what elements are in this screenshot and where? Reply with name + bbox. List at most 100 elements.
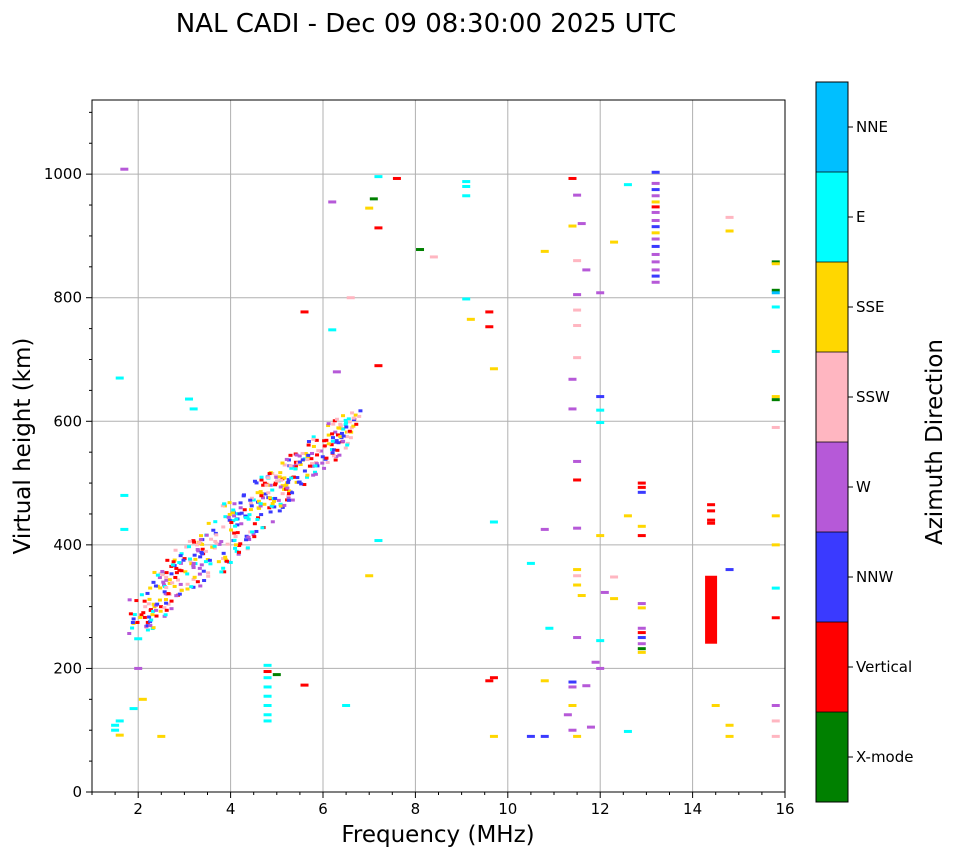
echo-band-mark xyxy=(232,502,237,506)
echo-band-mark xyxy=(306,440,311,444)
echo-band-mark xyxy=(154,614,159,618)
echo-point xyxy=(369,197,378,201)
echo-band-mark xyxy=(284,457,289,461)
echo-band-mark xyxy=(302,469,307,473)
echo-band-mark xyxy=(145,628,150,632)
echo-point xyxy=(725,568,734,572)
x-tick-label: 4 xyxy=(226,800,236,818)
echo-band-mark xyxy=(233,543,238,547)
echo-point xyxy=(623,514,632,518)
y-tick-label: 1000 xyxy=(44,165,82,183)
echo-band-mark xyxy=(346,417,351,421)
echo-band-mark xyxy=(147,597,152,601)
echo-band-mark xyxy=(331,422,336,426)
echo-band-mark xyxy=(246,517,251,521)
echo-band-mark xyxy=(172,584,177,588)
echo-band-mark xyxy=(158,586,163,590)
echo-point xyxy=(573,293,582,297)
echo-band-mark xyxy=(274,475,279,479)
echo-band-mark xyxy=(232,538,237,542)
echo-point xyxy=(568,685,577,689)
echo-band-mark xyxy=(178,554,183,558)
echo-point xyxy=(365,206,374,210)
echo-band-mark xyxy=(267,472,272,476)
echo-point xyxy=(568,377,577,381)
echo-band-mark xyxy=(160,573,165,577)
echo-band-mark xyxy=(172,558,177,562)
echo-point xyxy=(300,683,309,687)
echo-band-mark xyxy=(300,451,305,455)
echo-band-mark xyxy=(266,491,271,495)
echo-band-mark xyxy=(254,529,259,533)
echo-band-mark xyxy=(148,624,153,628)
echo-point xyxy=(462,194,471,198)
echo-band-mark xyxy=(282,487,287,491)
echo-band-mark xyxy=(291,475,296,479)
echo-band-mark xyxy=(148,586,153,590)
echo-band-mark xyxy=(326,433,331,437)
echo-band-mark xyxy=(233,546,238,550)
echo-band-mark xyxy=(198,555,203,559)
echo-band-mark xyxy=(151,580,156,584)
echo-band-mark xyxy=(244,538,249,542)
echo-band-mark xyxy=(214,541,219,545)
echo-point xyxy=(771,704,780,707)
echo-band-mark xyxy=(146,602,151,606)
echo-band-mark xyxy=(341,434,346,438)
echo-point xyxy=(573,583,582,587)
colorbar-swatch xyxy=(816,82,848,172)
echo-band-mark xyxy=(269,504,274,508)
echo-band-mark xyxy=(347,420,352,424)
echo-band-mark xyxy=(145,620,150,624)
echo-point xyxy=(610,597,619,601)
echo-band-mark xyxy=(210,545,215,549)
echo-band-mark xyxy=(258,504,263,508)
echo-band-mark xyxy=(138,615,143,619)
echo-band-mark xyxy=(330,432,335,436)
echo-point xyxy=(586,725,595,729)
echo-band-mark xyxy=(341,427,346,431)
echo-point xyxy=(120,527,129,531)
echo-point xyxy=(707,521,716,525)
echo-band-mark xyxy=(177,561,182,565)
echo-band-mark xyxy=(290,491,295,495)
x-tick-label: 8 xyxy=(411,800,421,818)
echo-band-mark xyxy=(338,424,343,428)
echo-band-mark xyxy=(179,588,184,592)
echo-band-mark xyxy=(311,473,316,477)
echo-band-mark xyxy=(258,502,263,506)
echo-band-mark xyxy=(248,498,253,502)
echo-band-mark xyxy=(234,512,239,516)
echo-band-mark xyxy=(154,608,159,612)
echo-band-mark xyxy=(227,512,232,516)
echo-band-mark xyxy=(221,551,226,555)
echo-band-mark xyxy=(221,557,226,561)
echo-point xyxy=(637,534,646,538)
echo-point xyxy=(485,679,494,683)
echo-band-mark xyxy=(255,491,260,495)
echo-band-mark xyxy=(185,582,190,586)
echo-band-mark xyxy=(238,542,243,546)
echo-band-mark xyxy=(344,425,349,429)
echo-band-mark xyxy=(330,451,335,455)
echo-point xyxy=(771,514,780,518)
echo-point xyxy=(637,647,646,651)
echo-band-mark xyxy=(149,618,154,622)
echo-band-mark xyxy=(247,513,252,517)
echo-band-mark xyxy=(221,566,226,570)
echo-band-mark xyxy=(256,516,261,520)
echo-band-mark xyxy=(262,502,267,506)
echo-band-mark xyxy=(167,581,172,585)
echo-band-mark xyxy=(209,537,214,541)
x-axis-ticks: 2 4 6 8 10 12 14 16 xyxy=(91,792,795,818)
echo-point xyxy=(651,225,660,229)
echo-point xyxy=(573,356,582,360)
x-tick-label: 10 xyxy=(498,800,517,818)
echo-point xyxy=(568,224,577,228)
echo-band-mark xyxy=(219,570,224,574)
echo-band-mark xyxy=(324,456,329,460)
echo-band-mark xyxy=(273,481,278,485)
echo-band-mark xyxy=(256,506,261,510)
echo-point xyxy=(429,255,438,259)
echo-point xyxy=(374,364,383,368)
